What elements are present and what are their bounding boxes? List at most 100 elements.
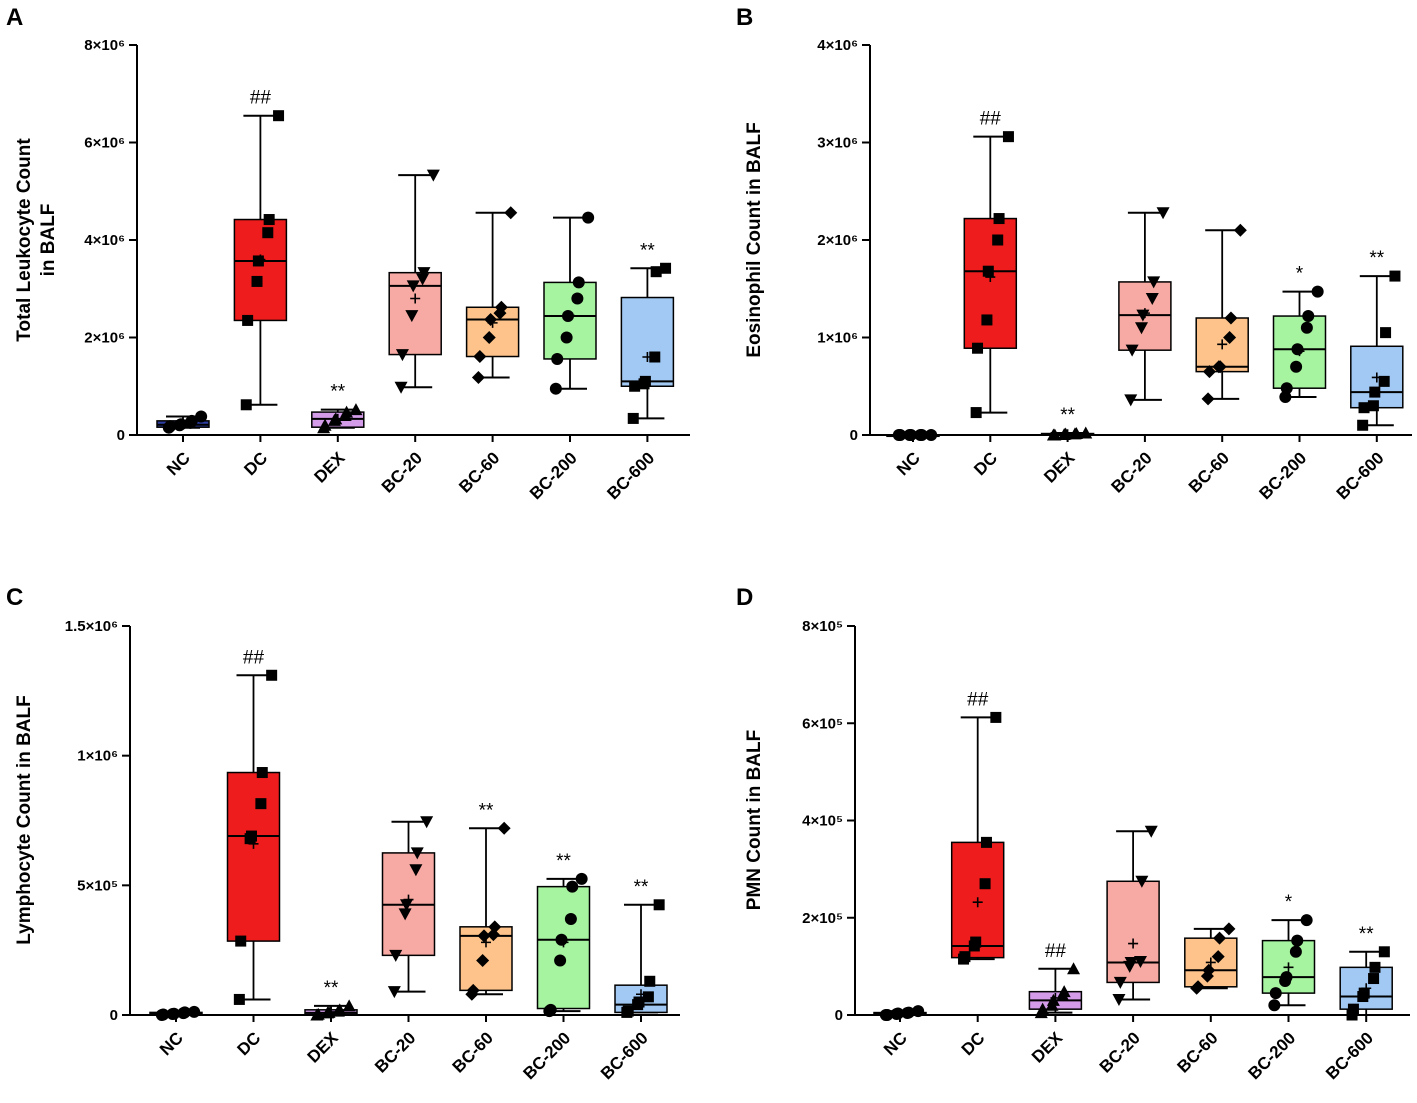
panel-d-group-bc-20-point [1135,875,1149,888]
panel-d-group-dc-mean-marker [972,897,983,908]
panel-c-group-nc-xtick-label: NC [156,1028,187,1059]
panel-c-group-bc-600-point [622,1005,634,1017]
panel-a-group-bc-60-point [494,300,508,314]
panel-d-y-label-line: PMN Count in BALF [744,730,765,910]
panel-d-group-dc-point [980,836,992,848]
panel-d-y-label: PMN Count in BALF [744,730,765,910]
panel-c-group-bc-60-significance: ** [479,800,494,821]
panel-d-group-bc-600-point [1346,1009,1358,1021]
panel-d-group-bc-20-point [1144,825,1158,838]
panel-a-group-bc-20-point [395,349,409,362]
panel-d-group-bc-20-xtick-label: BC-20 [1096,1028,1144,1076]
panel-b-group-nc: NC [886,429,940,479]
panel-c-group-bc-200-xtick-label: BC-200 [519,1028,574,1083]
panel-d-group-nc-point [912,1005,925,1018]
panel-d-group-bc-200-point [1291,934,1304,947]
panel-c-group-dc-point [255,798,267,810]
panel-b-group-bc-20-point [1136,309,1150,322]
panel-d-group-nc-point [881,1009,894,1021]
panel-d-group-bc-20-point [1113,976,1127,989]
panel-a-group-dc-point [263,214,275,226]
panel-d-group-dex: DEX ## [1028,941,1083,1067]
panel-b-group-bc-60-xtick-label: BC-60 [1185,448,1233,496]
panel-c-group-bc-20: BC-20 [371,816,436,1077]
panel-a-group-bc-200-point [549,382,562,395]
panel-a-group-dex-point [329,412,343,425]
panel-a-group-bc-200: BC-200 [526,211,597,503]
panel-d-ytick-label: 0 [835,1007,843,1024]
panel-a-group-bc-600-point [650,266,662,278]
panel-b-group-bc-600-point [1357,419,1369,431]
panel-b-group-dc-point [982,265,994,277]
panel-a-group-bc-200-point [551,352,564,365]
panel-c-group-nc: NC [149,1005,203,1059]
panel-a-group-bc-60-box [465,306,520,358]
panel-c-group-bc-20-point [420,816,434,829]
panel-b-group-dc-point [970,407,982,419]
panel-c-group-bc-20-point [398,908,412,921]
panel-b-group-nc-point [894,429,907,441]
panel-a-group-bc-200-point [571,292,584,305]
panel-b-group-bc-200-point [1311,285,1324,298]
panel-c-group-bc-60-point [488,920,502,934]
panel-b-group-dc-xtick-label: DC [970,448,1001,479]
panel-a-group-bc-20-point [416,273,430,286]
panel-b-group-dex-point [1059,427,1073,440]
panel-c-group-bc-600-point [653,899,665,911]
panel-a-group-bc-60-xtick-label: BC-60 [455,448,503,496]
panel-d-group-dex-point [1067,962,1081,975]
panel-c-group-bc-200: BC-200 ** [519,851,591,1083]
panel-b: B 0 1×10⁶ 2×10⁶ 3×10⁶ 4×10⁶ Eosinophil Count i… [736,4,1412,503]
panel-c-group-dc: DC ## [226,647,281,1059]
panel-b-group-dc-point [992,234,1004,246]
panel-b-group-bc-200-point [1280,382,1293,395]
panel-c-group-dex-xtick-label: DEX [304,1028,343,1067]
panel-a-group-dc-point [240,399,252,411]
panel-c-group-bc-20-point [389,949,403,962]
panel-b-group-bc-200: BC-200 * [1255,264,1327,503]
panel-a-group-nc-point [175,418,187,431]
panel-a-group-bc-60-point [504,206,518,220]
panel-a-y-label-line: Total Leukocyte Count [14,138,35,342]
panel-a-group-bc-200-xtick-label: BC-200 [526,448,581,503]
panel-c-group-nc-point [188,1005,201,1018]
panel-d-group-bc-200: BC-200 * [1244,892,1316,1083]
panel-c-group-dex-point [342,999,356,1012]
panel-c-group-bc-60-point [477,929,491,943]
panel-a-group-dc-point [262,227,274,239]
panel-a-group-bc-600-significance: ** [640,240,655,261]
panel-c-group-bc-200-significance: ** [556,851,571,872]
panel-b-ytick-label: 4×10⁶ [817,37,858,54]
panel-d-group-bc-200-point [1269,987,1282,1000]
panel-d-ytick-label: 4×10⁵ [802,813,843,830]
panel-d-group-bc-600-point [1347,1003,1359,1015]
panel-c-group-bc-20-xtick-label: BC-20 [371,1028,419,1076]
panel-c-group-dc-point [266,669,278,681]
panel-d-group-dc-point [979,878,991,890]
panel-b-group-bc-60-point [1201,392,1215,406]
panel-b-group-bc-600: BC-600 ** [1333,248,1404,503]
panel-c-group-bc-20-point [410,847,424,860]
panel-a-group-bc-20-point [426,169,440,182]
panel-b-ytick-label: 2×10⁶ [817,232,858,249]
panel-a-group-dc-point [242,314,254,326]
panel-d-group-bc-200-point [1280,971,1293,984]
panel-a-ytick-label: 0 [117,427,125,444]
panel-a-group-bc-20-point [406,280,420,293]
panel-d-group-nc: NC [873,1005,927,1059]
panel-d-group-dc-point [970,936,982,948]
panel-d-group-bc-600: BC-600 ** [1322,924,1393,1083]
panel-b-group-dex-point [1048,428,1062,441]
panel-a-group-bc-60-point [484,312,498,326]
panel-a-group-bc-200-point [560,331,573,344]
panel-c-y-label: Lymphocyte Count in BALF [14,695,35,944]
panel-b-group-bc-60-point [1233,223,1247,237]
panel-d-ytick-label: 8×10⁵ [802,618,843,635]
panel-c-group-bc-600-point [633,996,645,1008]
panel-c-group-dex-significance: ** [324,978,339,999]
panel-d-group-bc-60-xtick-label: BC-60 [1173,1028,1221,1076]
panel-a: A 0 2×10⁶ 4×10⁶ 6×10⁶ 8×10⁶ Total Leukocyte Co… [6,4,690,503]
panel-b-group-dc-point [972,342,984,354]
panel-a-y-label: Total Leukocyte Count in BALF [14,138,59,342]
